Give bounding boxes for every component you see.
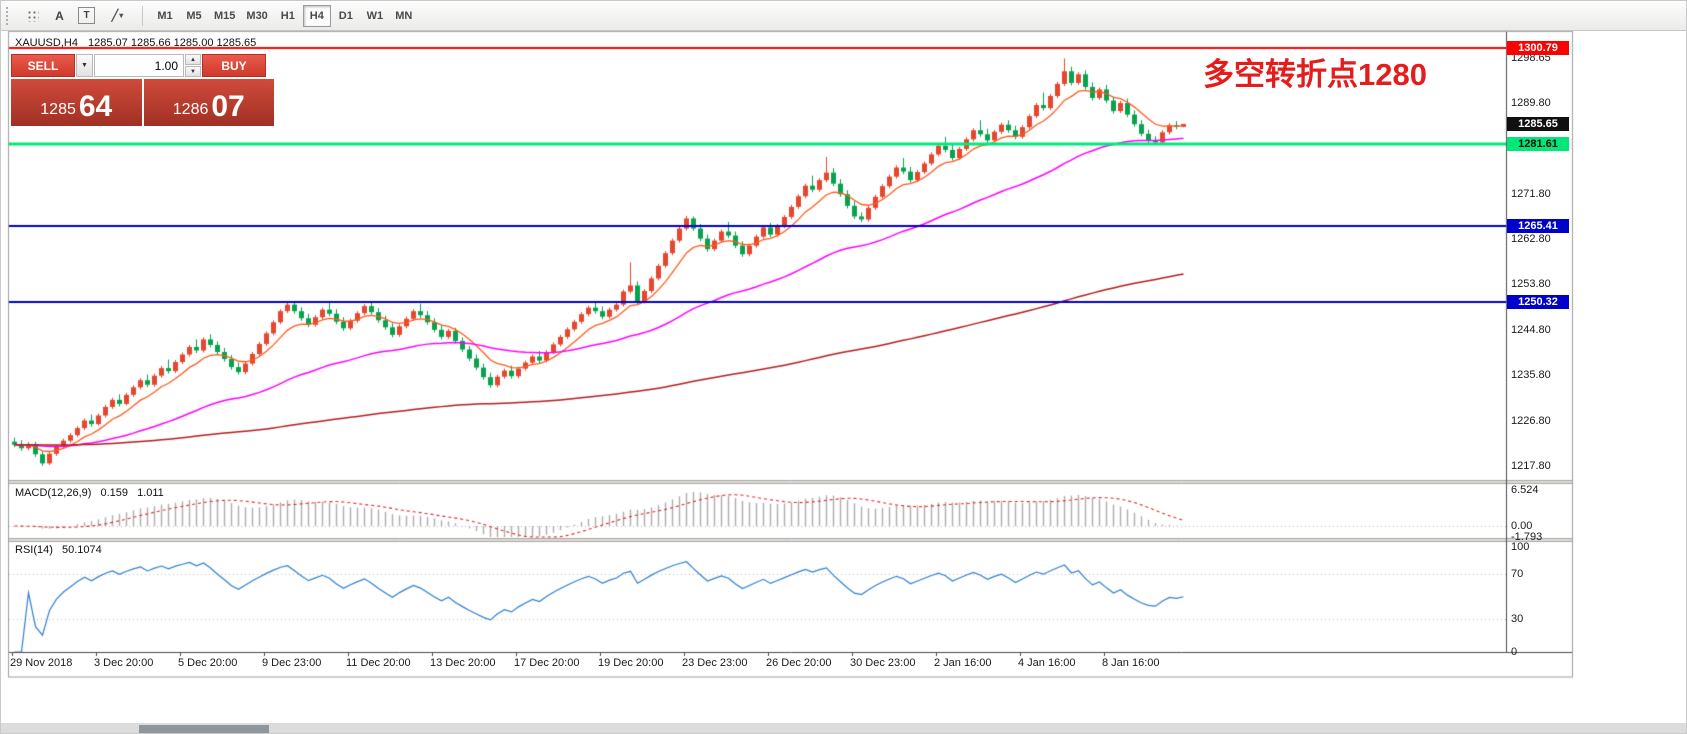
timeframe-button-m5[interactable]: M5 [180,5,208,27]
lot-dropdown-button[interactable]: ▼ [76,54,93,77]
date-axis-label: 8 Jan 16:00 [1102,657,1160,669]
date-axis-label: 29 Nov 2018 [10,657,73,669]
boxed-t-icon: T [78,7,95,24]
rsi-axis-label: 30 [1511,612,1524,625]
price-line-badge: 1281.61 [1507,137,1569,152]
price-axis-label: 1298.65 [1511,52,1551,65]
ohlc-values: 1285.07 1285.66 1285.00 1285.65 [88,37,257,49]
price-axis-label: 1235.80 [1511,369,1551,382]
rsi-axis-label: 0 [1511,646,1518,658]
buy-price-main: 1286 [172,101,209,118]
one-click-trading-panel: SELL ▼ ▲ ▼ BUY 1285 64 1286 07 [11,54,274,126]
rsi-indicator-label: RSI(14) 50.1074 [15,544,108,556]
date-axis-label: 26 Dec 20:00 [766,657,832,669]
bottom-tab[interactable] [139,725,269,733]
sell-price-main: 1285 [40,101,76,118]
current-price-badge: 1285.65 [1507,116,1569,131]
timeframe-button-group: M1 M5 M15 M30 H1 H4 D1 W1 MN [151,4,418,27]
sell-price-display[interactable]: 1285 64 [11,79,142,126]
price-line-badge: 1300.79 [1507,40,1569,55]
trendline-icon: ╱ [111,10,119,22]
timeframe-button-m1[interactable]: M1 [151,5,179,27]
macd-name: MACD(12,26,9) [15,487,92,499]
lot-increase-button[interactable]: ▲ [185,54,201,65]
toolbar-grip[interactable] [6,6,13,25]
rsi-axis-label: 100 [1511,541,1530,553]
date-axis-label: 4 Jan 16:00 [1018,657,1076,669]
date-axis-label: 9 Dec 23:00 [262,657,322,669]
rsi-name: RSI(14) [15,544,53,556]
bottom-strip [1,723,1686,733]
rsi-value: 50.1074 [61,544,102,556]
shapes-dropdown-button[interactable]: ╱ ▾ [101,5,134,27]
price-axis-label: 1253.80 [1511,278,1551,291]
date-axis-label: 2 Jan 16:00 [934,657,992,669]
price-axis-label: 1226.80 [1511,414,1551,427]
timeframe-button-h4[interactable]: H4 [302,4,331,27]
price-axis-label: 1262.80 [1511,233,1551,246]
grid-pattern-tool-button[interactable] [20,5,45,27]
macd-indicator-label: MACD(12,26,9) 0.159 1.011 [15,487,170,499]
macd-axis-label: 6.524 [1511,484,1539,496]
price-axis-label: 1244.80 [1511,323,1551,336]
lot-size-input[interactable] [94,54,184,77]
date-axis-label: 17 Dec 20:00 [514,657,580,669]
lot-decrease-button[interactable]: ▼ [185,66,201,77]
sell-price-pips: 64 [78,90,113,123]
date-axis-label: 19 Dec 20:00 [598,657,664,669]
chevron-down-icon: ▾ [119,11,124,20]
buy-button[interactable]: BUY [202,54,266,77]
price-line-badge: 1265.41 [1507,218,1569,233]
date-axis-label: 11 Dec 20:00 [346,657,411,669]
timeframe-button-mn[interactable]: MN [390,5,418,27]
timeframe-button-m30[interactable]: M30 [241,5,272,27]
price-axis-label: 1271.80 [1511,187,1551,200]
dot-grid-icon [26,9,39,22]
toolbar-separator [142,5,143,26]
date-axis-label: 23 Dec 23:00 [682,657,748,669]
date-axis-label: 3 Dec 20:00 [94,657,154,669]
sell-button[interactable]: SELL [11,54,75,77]
timeframe-button-m15[interactable]: M15 [209,5,240,27]
timeframe-button-d1[interactable]: D1 [332,5,360,27]
timeframe-button-w1[interactable]: W1 [361,5,389,27]
macd-axis-label: 0.00 [1511,520,1533,532]
buy-price-display[interactable]: 1286 07 [143,79,274,126]
date-axis-label: 5 Dec 20:00 [178,657,238,669]
symbol-period-label: XAUUSD,H4 [15,37,78,49]
price-axis-label: 1217.80 [1511,459,1551,472]
chart-annotation-text: 多空转折点1280 [1203,57,1427,92]
price-axis-label: 1289.80 [1511,97,1551,110]
date-axis-label: 30 Dec 23:00 [850,657,916,669]
macd-value-signal: 1.011 [137,487,164,499]
rsi-axis-label: 70 [1511,568,1524,581]
text-tool-button[interactable]: A [47,5,72,27]
text-label-tool-button[interactable]: T [74,5,99,27]
buy-price-pips: 07 [211,90,245,123]
lot-spinner: ▲ ▼ [185,54,201,77]
toolbar: A T ╱ ▾ M1 M5 M15 M30 H1 H4 D1 W1 MN [1,1,1686,31]
date-axis-label: 13 Dec 20:00 [430,657,496,669]
chart-title: XAUUSD,H4 1285.07 1285.66 1285.00 1285.6… [15,37,256,49]
macd-value-main: 0.159 [100,487,129,499]
macd-axis-label: -1.793 [1511,530,1543,543]
timeframe-button-h1[interactable]: H1 [274,5,302,27]
price-line-badge: 1250.32 [1507,295,1569,309]
